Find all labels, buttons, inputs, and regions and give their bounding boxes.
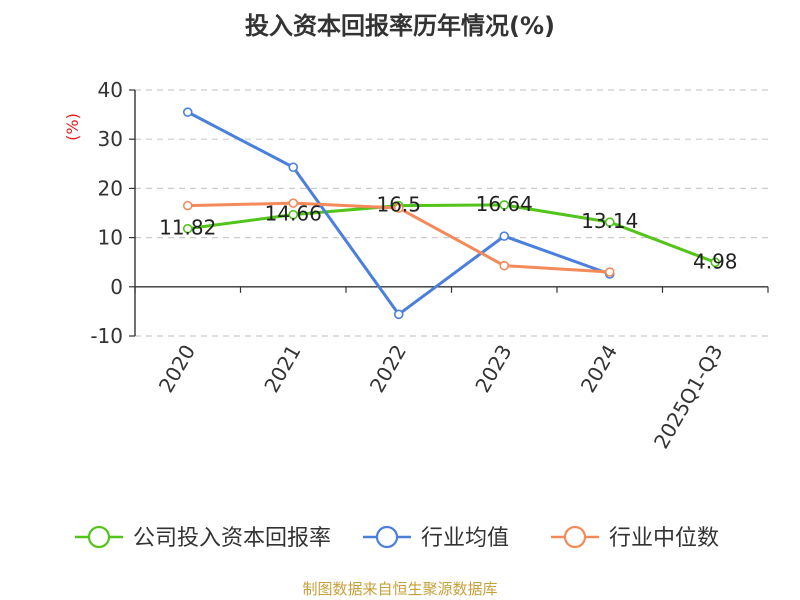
chart-title: 投入资本回报率历年情况(%) [245,12,555,40]
legend-item[interactable]: 公司投入资本回报率 [75,525,331,551]
y-tick-label: 20 [98,176,123,200]
series-layer [182,107,721,320]
legend: 公司投入资本回报率 行业均值 行业中位数 [75,525,719,551]
x-tick-label: 2020 [154,341,200,397]
legend-marker [87,525,111,549]
data-label: 4.98 [693,249,738,273]
data-point [288,198,299,208]
legend-label: 公司投入资本回报率 [133,526,331,551]
legend-marker [375,525,399,549]
data-label: 16.64 [476,192,533,216]
x-tick-label: 2021 [259,341,305,397]
data-point [499,231,510,241]
y-axis-unit-label: (%) [63,113,82,141]
legend-label: 行业均值 [421,526,509,551]
y-tick-label: 10 [98,226,123,250]
x-tick-label: 2024 [576,341,622,397]
grid-layer [135,89,768,337]
y-tick-label: 40 [98,78,123,102]
data-point [604,217,615,227]
data-point [710,257,721,268]
axis-layer: -10 0 10 20 30 40 2020 2021 2022 2023 2024 2025Q1-Q… [90,78,769,453]
data-point [393,203,404,213]
data-label-layer: 11.82 14.66 16.5 16.64 13.14 4.98 [159,192,737,273]
legend-marker [563,525,587,549]
legend-item[interactable]: 行业均值 [363,525,509,551]
data-point [393,309,404,320]
data-point [288,209,299,220]
y-tick-label: 0 [110,275,123,299]
data-label: 11.82 [159,216,216,240]
legend-item[interactable]: 行业中位数 [551,525,719,551]
data-label: 13.14 [581,209,638,233]
data-point [288,162,299,173]
data-point [182,223,193,234]
data-point [499,260,510,271]
x-tick-label: 2025Q1-Q3 [649,341,728,453]
data-point [182,200,193,211]
data-label: 14.66 [265,202,322,226]
source-note: 制图数据来自恒生聚源数据库 [302,580,498,598]
x-tick-label: 2022 [365,341,411,397]
data-label: 16.5 [376,193,421,217]
legend-label: 行业中位数 [609,526,719,551]
data-point [182,107,193,117]
series-line-1 [187,203,716,264]
data-point [604,267,615,277]
data-point [499,200,510,210]
y-tick-label: 30 [98,127,123,151]
x-tick-label: 2023 [470,341,516,397]
y-tick-label: -10 [90,324,123,348]
